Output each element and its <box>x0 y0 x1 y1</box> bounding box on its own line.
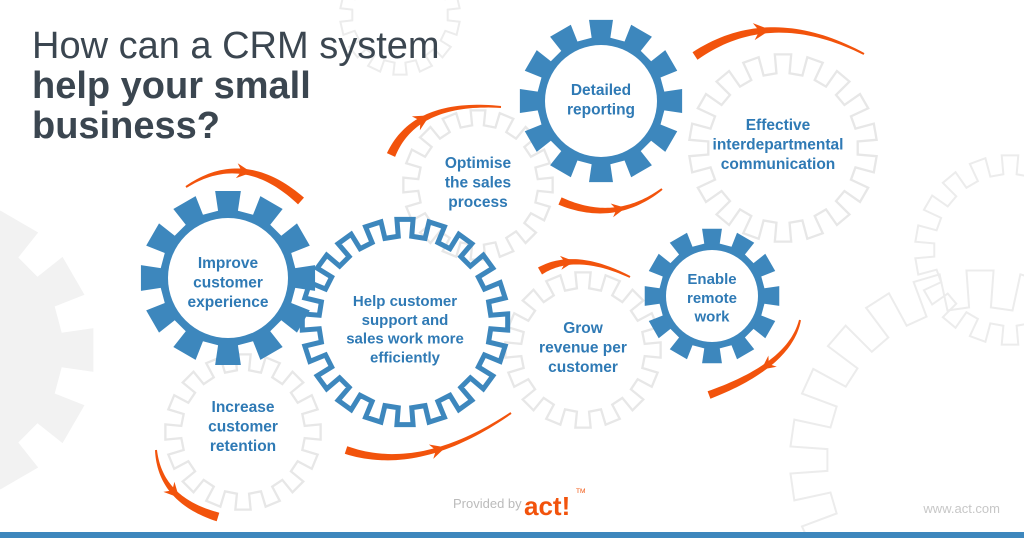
svg-text:www.act.com: www.act.com <box>922 501 1000 516</box>
svg-text:Provided by: Provided by <box>453 496 522 511</box>
svg-text:How can a CRM system: How can a CRM system <box>32 25 440 67</box>
svg-text:help your small: help your small <box>32 65 311 107</box>
svg-text:TM: TM <box>576 488 585 495</box>
svg-text:business?: business? <box>32 105 220 147</box>
svg-text:act!: act! <box>524 491 570 521</box>
